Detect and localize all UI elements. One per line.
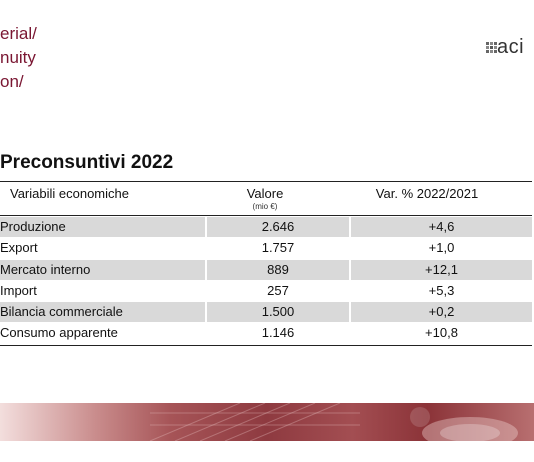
column-header-unit: (mio €) <box>252 202 278 211</box>
economic-table: Variabili economiche Valore (mio €) Var.… <box>0 181 532 346</box>
table-header: Variabili economiche Valore (mio €) Var.… <box>0 181 532 216</box>
footer-banner-image <box>0 403 534 441</box>
column-header-variables: Variabili economiche <box>10 186 129 201</box>
row-value: 1.757 <box>261 240 295 256</box>
row-change: +5,3 <box>428 282 455 298</box>
column-header-value: Valore <box>246 186 284 201</box>
row-change: +4,6 <box>351 217 532 238</box>
row-label: Consumo apparente <box>0 325 118 341</box>
title-line-3: on/ <box>0 72 24 91</box>
row-label: Export <box>0 240 38 256</box>
table-row: Consumo apparente 1.146 +10,8 <box>0 323 532 343</box>
row-value: 1.500 <box>207 302 349 323</box>
banner-texture <box>149 403 518 441</box>
column-header-change: Var. % 2022/2021 <box>375 186 479 201</box>
logo-mark-icon <box>486 42 497 53</box>
company-logo: aci <box>484 38 534 62</box>
table-row: Bilancia commerciale 1.500 +0,2 <box>0 302 532 323</box>
table-row: Export 1.757 +1,0 <box>0 238 532 258</box>
row-value: 1.146 <box>261 325 295 341</box>
title-line-2: nuity <box>0 48 36 67</box>
title-line-1: erial/ <box>0 24 37 43</box>
table-row: Mercato interno 889 +12,1 <box>0 259 532 280</box>
slide-title: erial/ nuity on/ <box>0 22 37 94</box>
row-label: Import <box>0 282 37 298</box>
table-row: Produzione 2.646 +4,6 <box>0 217 532 238</box>
row-label: Bilancia commerciale <box>0 302 205 323</box>
row-change: +0,2 <box>351 302 532 323</box>
row-label: Produzione <box>0 217 205 238</box>
row-change: +10,8 <box>425 325 458 341</box>
section-title: Preconsuntivi 2022 <box>0 152 174 173</box>
row-label: Mercato interno <box>0 259 205 280</box>
table-row: Import 257 +5,3 <box>0 281 532 301</box>
table-bottom-rule <box>0 344 532 346</box>
row-value: 257 <box>267 282 289 298</box>
row-value: 2.646 <box>207 217 349 238</box>
row-change: +1,0 <box>428 240 455 256</box>
logo-wordmark: aci <box>497 38 525 58</box>
row-value: 889 <box>207 259 349 280</box>
row-change: +12,1 <box>351 259 532 280</box>
